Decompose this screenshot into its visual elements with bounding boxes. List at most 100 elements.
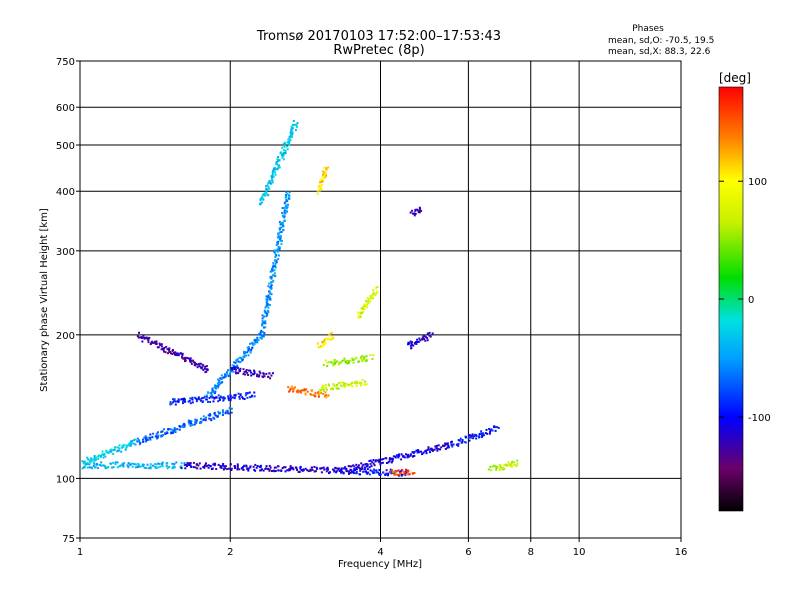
data-point: [290, 134, 293, 137]
data-point: [397, 469, 400, 472]
data-point: [194, 418, 197, 421]
x-axis-label: Frequency [MHz]: [338, 559, 422, 570]
data-point: [352, 464, 355, 467]
data-point: [400, 453, 403, 456]
data-point: [201, 366, 204, 369]
data-point: [350, 383, 352, 386]
data-point: [350, 469, 353, 472]
data-point: [272, 266, 274, 269]
data-point: [321, 180, 324, 183]
data-point: [173, 398, 176, 401]
data-point: [380, 458, 383, 461]
data-point: [361, 308, 364, 310]
data-point: [204, 365, 207, 368]
data-point: [243, 398, 246, 400]
data-point: [283, 207, 286, 210]
data-point: [222, 398, 225, 401]
data-point: [323, 166, 325, 169]
data-point: [297, 389, 300, 392]
data-point: [211, 388, 214, 391]
data-point: [420, 450, 422, 453]
data-point: [284, 152, 287, 154]
data-point: [186, 357, 189, 359]
data-point: [213, 417, 216, 420]
data-point: [489, 465, 492, 468]
data-point: [181, 354, 184, 357]
data-point: [190, 420, 193, 423]
data-point: [265, 303, 268, 306]
data-point: [343, 384, 345, 387]
data-point: [183, 425, 186, 428]
data-point: [277, 240, 280, 243]
data-point: [279, 223, 282, 226]
data-point: [516, 464, 518, 467]
data-point: [177, 398, 180, 401]
data-point: [411, 209, 414, 212]
data-point: [155, 463, 158, 466]
data-point: [281, 146, 284, 149]
data-point: [183, 423, 186, 426]
data-point: [217, 384, 220, 387]
data-point: [92, 464, 95, 467]
data-point: [392, 455, 395, 458]
data-point: [317, 395, 320, 398]
data-point: [363, 358, 366, 361]
data-point: [157, 434, 160, 437]
data-point: [154, 341, 157, 344]
data-point: [81, 460, 84, 463]
data-point: [291, 466, 294, 469]
data-point: [355, 463, 358, 466]
data-point: [330, 361, 332, 364]
data-point: [347, 470, 350, 473]
data-point: [405, 469, 408, 472]
data-point: [325, 169, 328, 172]
data-point: [365, 383, 368, 386]
data-point: [171, 429, 174, 432]
data-point: [221, 396, 224, 399]
data-point: [243, 354, 246, 357]
data-point: [320, 187, 323, 190]
data-point: [189, 462, 192, 465]
data-point: [361, 354, 364, 357]
data-point: [362, 305, 365, 308]
colorbar-tick-label: 0: [748, 295, 754, 306]
data-point: [324, 359, 327, 362]
data-point: [233, 364, 236, 367]
data-point: [323, 171, 326, 174]
data-point: [198, 398, 201, 401]
data-point: [451, 445, 454, 448]
data-point: [114, 461, 117, 464]
data-point: [118, 449, 121, 452]
data-point: [210, 394, 213, 397]
data-point: [82, 466, 85, 469]
data-point: [186, 465, 188, 468]
data-point: [212, 463, 215, 466]
data-point: [270, 293, 273, 296]
data-point: [137, 462, 140, 465]
data-point: [182, 401, 185, 403]
data-point: [332, 361, 334, 364]
data-point: [149, 433, 152, 436]
data-point: [138, 331, 140, 334]
data-point: [188, 463, 191, 466]
colorbar-tick-label: 100: [748, 177, 767, 188]
data-point: [267, 296, 270, 299]
data-point: [177, 354, 180, 357]
data-point: [189, 402, 192, 405]
data-point: [230, 469, 233, 471]
data-point: [419, 207, 422, 210]
data-point: [474, 433, 477, 436]
data-point: [304, 393, 307, 396]
data-point: [322, 389, 325, 392]
data-point: [101, 453, 104, 456]
data-point: [265, 312, 268, 315]
data-point: [287, 138, 290, 141]
data-point: [378, 469, 381, 471]
data-point: [370, 465, 373, 468]
data-point: [134, 438, 137, 441]
data-point: [429, 335, 432, 338]
data-point: [351, 357, 354, 360]
data-point: [327, 166, 330, 169]
data-point: [217, 382, 219, 385]
